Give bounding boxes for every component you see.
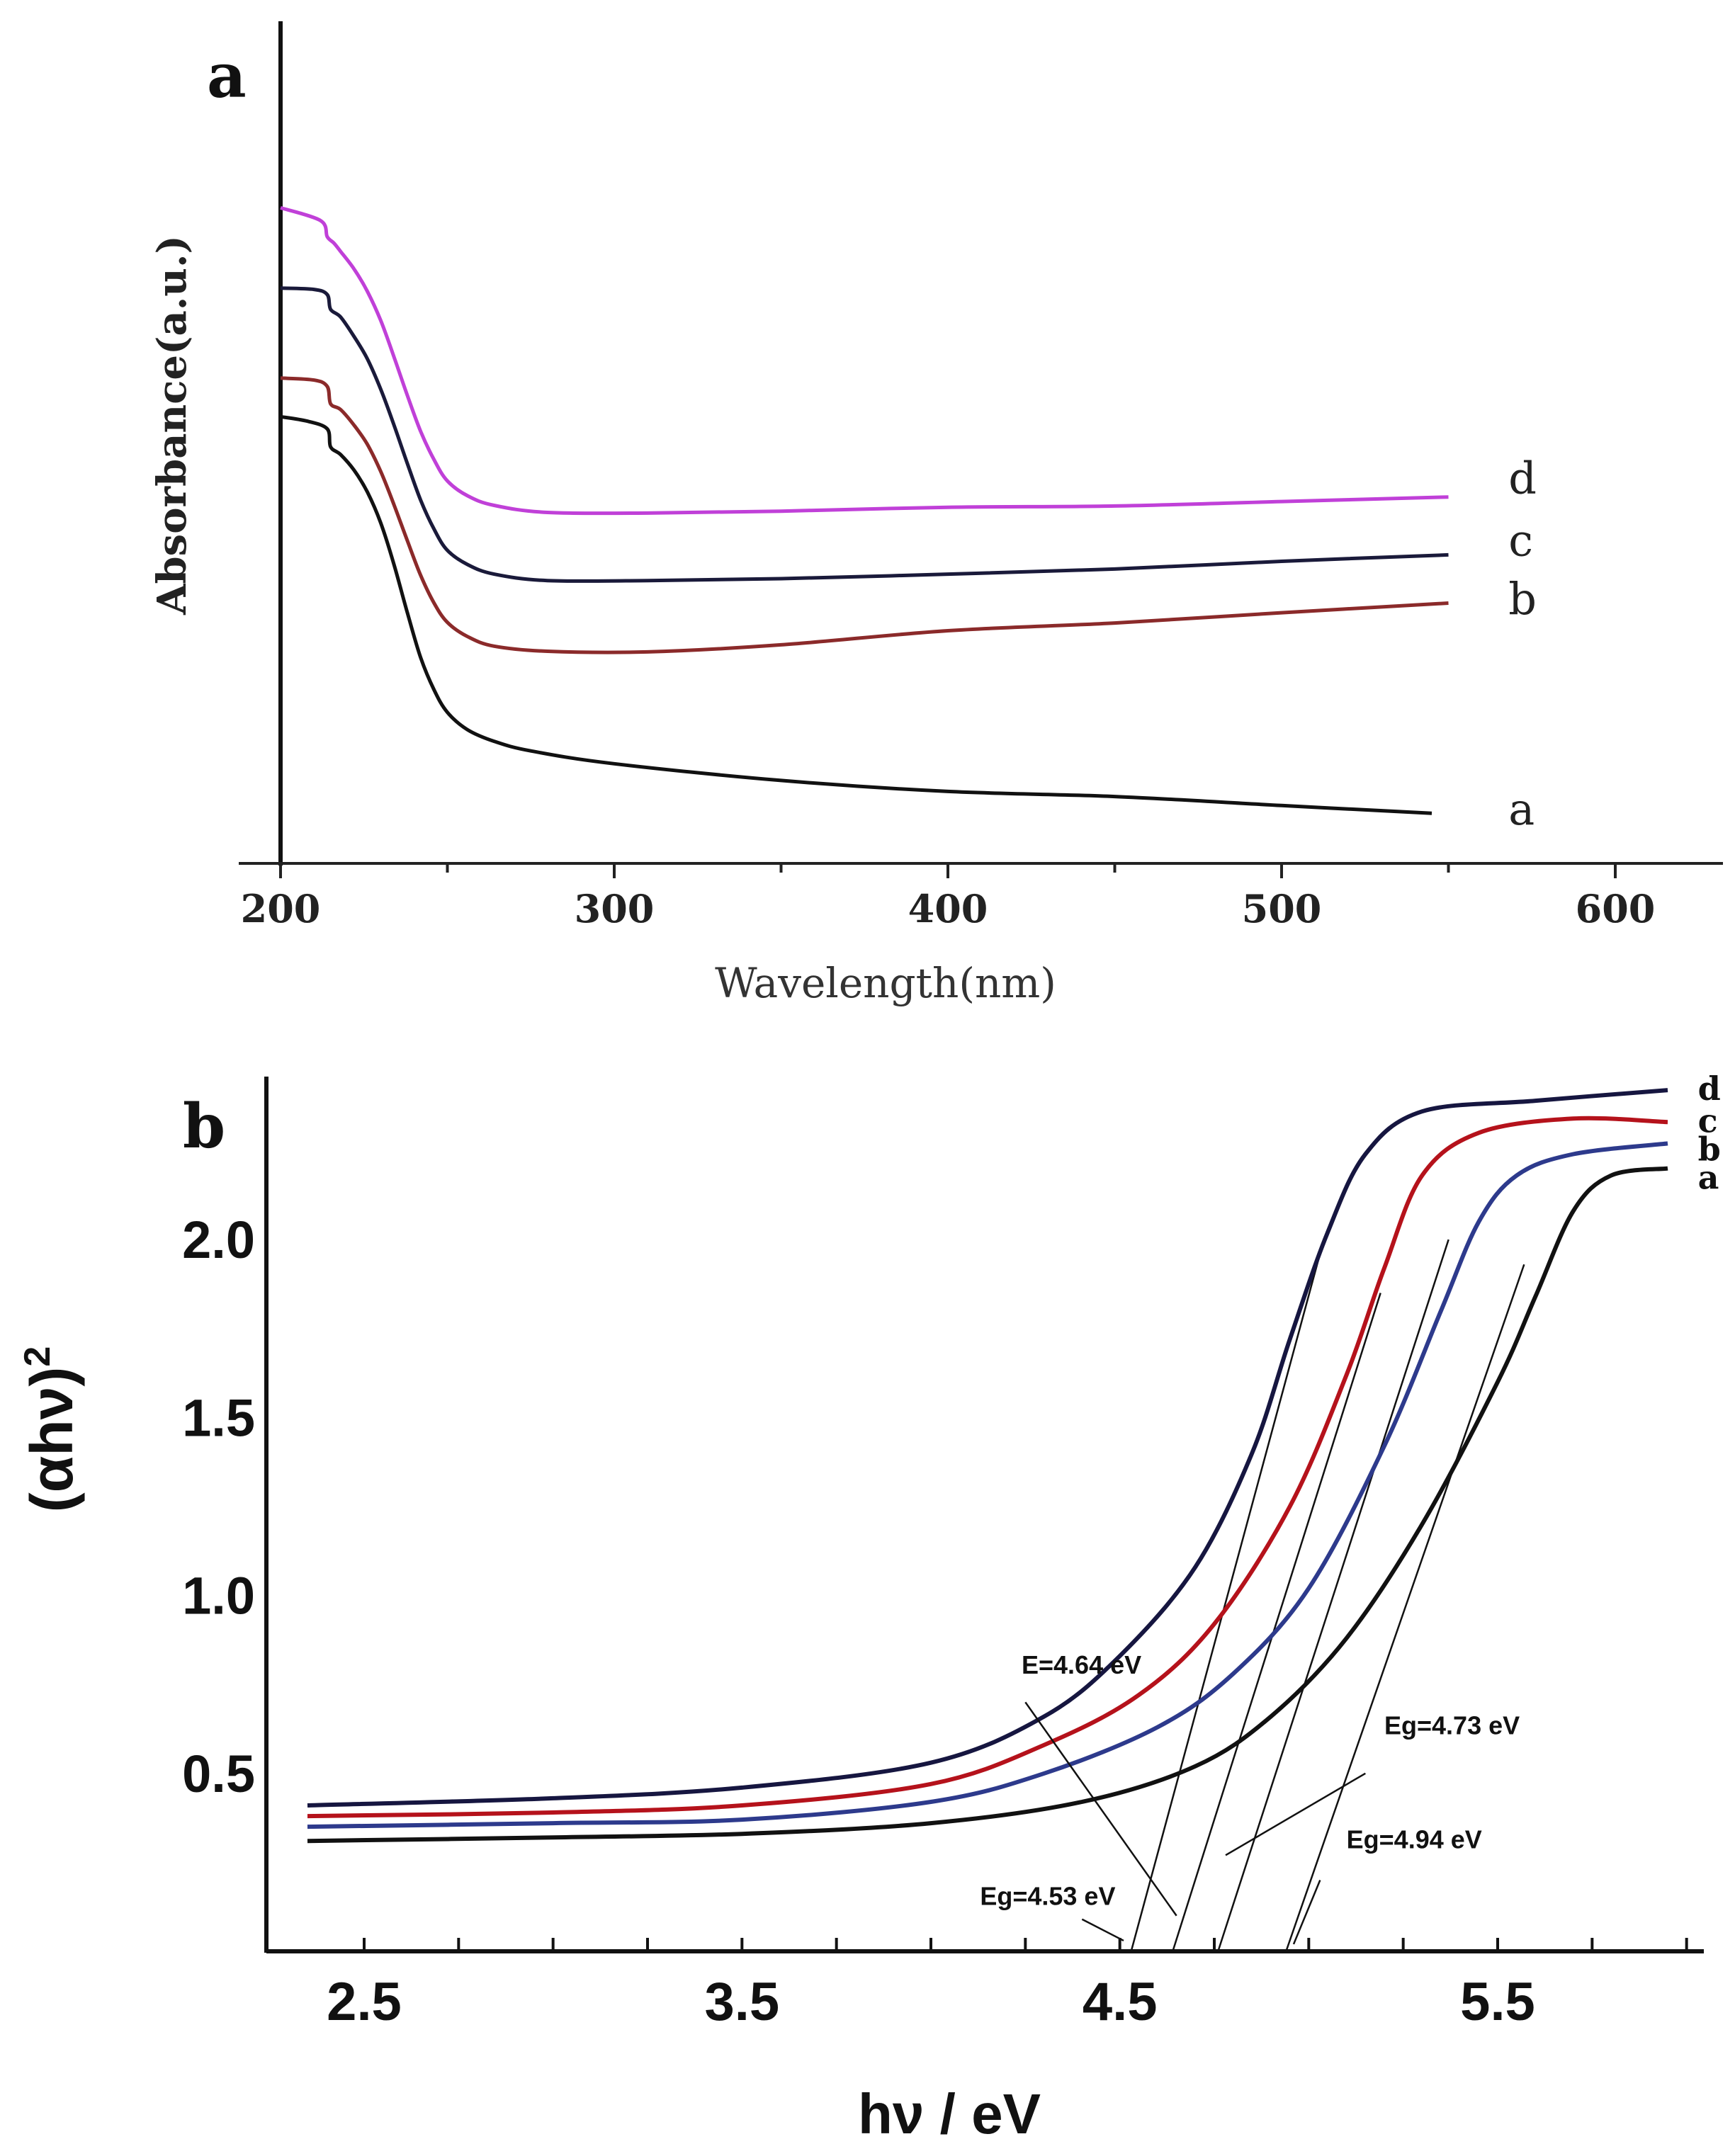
panel-a-series-d: [280, 206, 1449, 516]
panel-b-y-tick-label: 0.5: [182, 1744, 255, 1803]
panel-b-curve-label-c: c: [1698, 1101, 1718, 1140]
panel-b-curve-label-b: b: [1698, 1130, 1721, 1168]
panel-b-x-tick-labels: 2.5 3.5 4.5 5.5: [327, 1972, 1535, 2032]
panel-b-x-ticks: [363, 1938, 1688, 1951]
panel-b-annotation-leader: [1081, 1918, 1124, 1942]
panel-b-x-tick-label: 4.5: [1083, 1972, 1158, 2032]
panel-b-series-b: [307, 1141, 1668, 1829]
panel-a-curve-label-d: d: [1508, 453, 1537, 504]
panel-b-ylabel-main: (αhν): [18, 1367, 85, 1513]
panel-b-ylabel: (αhν)2: [17, 1346, 85, 1513]
panel-b-series-a: [307, 1166, 1668, 1844]
panel-a-curve-label-b: b: [1508, 573, 1537, 625]
panel-a-xlabel: Wavelength(nm): [715, 959, 1056, 1007]
panel-b-y-tick-label: 2.0: [182, 1210, 255, 1269]
panel-b-tangent-line-2: [1172, 1293, 1381, 1952]
panel-b: b (αhν)2 0.5 1.0 1.5 2.0 2.5 3.5 4.5 5.5 E=4.6…: [17, 1070, 1721, 2145]
panel-b-y-tick-labels: 0.5 1.0 1.5 2.0: [182, 1210, 255, 1803]
panel-a-x-tick-label: 300: [575, 886, 655, 931]
panel-a-series: [280, 206, 1449, 815]
panel-a-ylabel: Absorbance(a.u.): [149, 235, 196, 615]
panel-a-x-ticks: [279, 863, 1617, 878]
panel-b-series: [307, 1088, 1668, 1844]
panel-b-tangent-line-4: [1285, 1264, 1525, 1952]
panel-b-tangent-line-3: [1217, 1239, 1449, 1952]
panel-b-annotation-leader: [1292, 1880, 1321, 1945]
panel-a-series-b: [280, 376, 1449, 654]
panel-a-curve-label-c: c: [1508, 515, 1533, 567]
panel-a-x-tick-labels: 200 300 400 500 600: [241, 886, 1656, 931]
panel-b-label: b: [183, 1091, 225, 1162]
panel-a-curve-label-a: a: [1508, 783, 1535, 835]
panel-b-x-tick-label: 2.5: [327, 1972, 402, 2032]
panel-b-xlabel: hν / eV: [858, 2082, 1041, 2145]
panel-a: a Absorbance(a.u.) 200 300 400 500 600 dcba …: [149, 21, 1723, 1007]
panel-b-curve-label-a: a: [1698, 1159, 1719, 1197]
panel-b-x-tick-label: 5.5: [1460, 1972, 1535, 2032]
panel-b-annotations: E=4.64 eV Eg=4.53 eV Eg=4.73 eV Eg=4.94 eV: [980, 1650, 1520, 1945]
panel-a-x-tick-label: 500: [1242, 886, 1322, 931]
panel-b-tangent-line-1: [1130, 1239, 1325, 1952]
panel-b-annotation-leader: [1225, 1772, 1366, 1856]
panel-a-label: a: [207, 40, 247, 112]
panel-b-y-tick-label: 1.5: [182, 1388, 255, 1447]
panel-b-curve-label-d: d: [1698, 1070, 1721, 1108]
panel-b-ylabel-superscript: 2: [17, 1346, 58, 1367]
panel-a-series-c: [280, 286, 1449, 583]
panel-a-series-a: [280, 414, 1432, 815]
panel-a-x-tick-label: 200: [241, 886, 321, 931]
panel-b-annotation-2: Eg=4.53 eV: [980, 1882, 1115, 1911]
panel-b-annotation-leader: [1024, 1701, 1177, 1917]
panel-b-series-c: [307, 1116, 1668, 1819]
panel-a-curve-labels: dcb a: [1508, 453, 1537, 835]
panel-b-annotation-4: Eg=4.94 eV: [1347, 1825, 1482, 1854]
panel-b-x-tick-label: 3.5: [705, 1972, 780, 2032]
panel-b-annotation-1: E=4.64 eV: [1022, 1650, 1141, 1679]
panel-b-tangent-lines: [1130, 1239, 1525, 1952]
panel-a-x-tick-label: 400: [908, 886, 988, 931]
panel-b-series-d: [307, 1088, 1668, 1808]
panel-a-x-tick-label: 600: [1576, 886, 1656, 931]
panel-b-annotation-3: Eg=4.73 eV: [1384, 1711, 1520, 1740]
panel-b-y-tick-label: 1.0: [182, 1567, 255, 1625]
